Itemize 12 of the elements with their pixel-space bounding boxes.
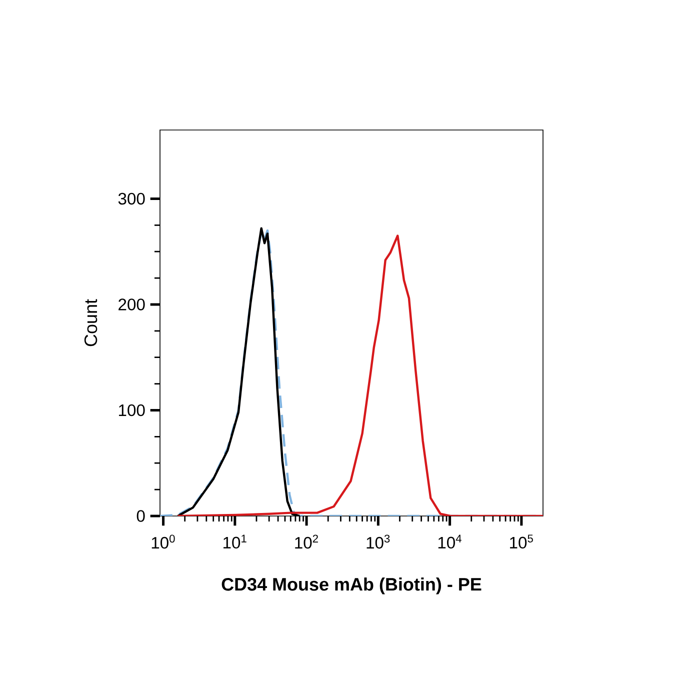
- x-tick-label: 10$^{2}$: [295, 534, 318, 549]
- x-tick-label: 10$^{4}$: [438, 534, 462, 549]
- y-tick-label: 200: [118, 298, 145, 310]
- y-tick-label: 300: [118, 192, 145, 205]
- y-tick-label: 0: [136, 510, 145, 522]
- x-tick-label: 10$^{5}$: [510, 534, 533, 549]
- x-tick-label: 10$^{3}$: [366, 534, 390, 549]
- x-tick-label: 10$^{0}$: [152, 534, 175, 549]
- y-axis-title: Count: [84, 299, 98, 346]
- x-tick-label: 10$^{1}$: [224, 534, 246, 549]
- x-axis-title: CD34 Mouse mAb (Biotin) - PE: [222, 578, 482, 594]
- y-tick-label: 100: [119, 404, 145, 416]
